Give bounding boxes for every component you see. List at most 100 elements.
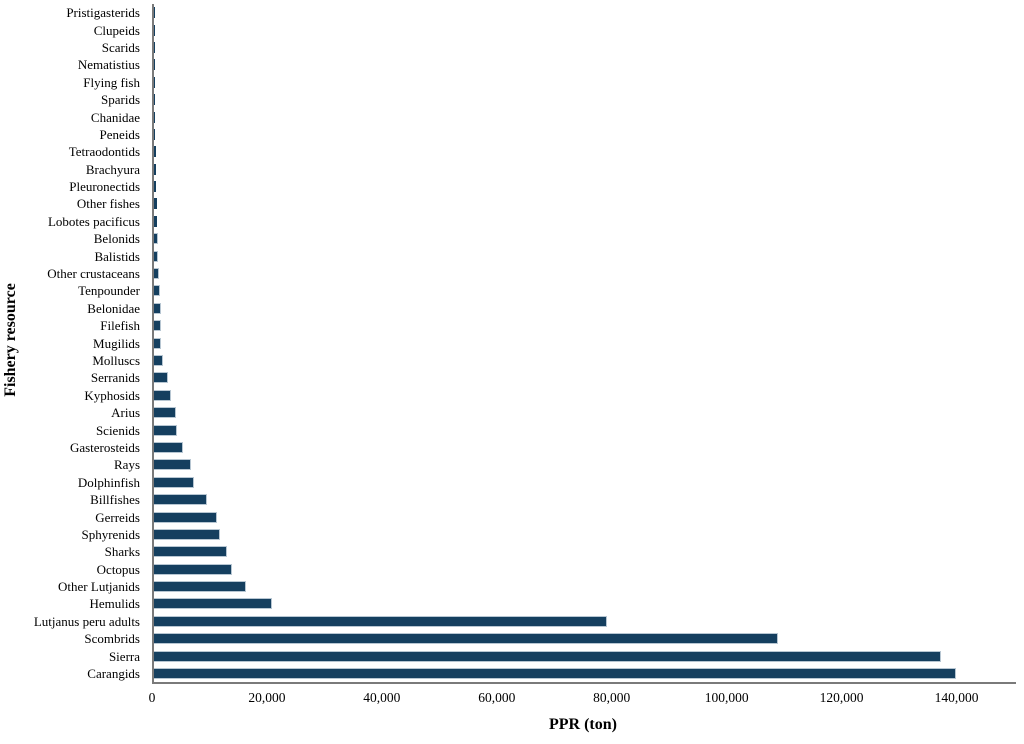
- bar: [154, 320, 161, 332]
- category-label: Pristigasterids: [66, 5, 140, 21]
- bar-row: [154, 369, 1016, 386]
- category-label: Hemulids: [89, 596, 140, 612]
- bar: [154, 24, 155, 36]
- category-label: Sharks: [104, 544, 140, 560]
- bar: [154, 598, 272, 610]
- bar-row: [154, 230, 1016, 247]
- bar-row: [154, 74, 1016, 91]
- bar: [154, 511, 218, 523]
- category-label-column: Pristigasterids Clupeids Scarids Nematistiu…: [0, 4, 146, 682]
- bar: [154, 615, 607, 627]
- x-tick-label: 0: [148, 690, 156, 705]
- bar: [154, 389, 171, 401]
- x-tick-label: 80,000: [593, 690, 631, 705]
- bar-row: [154, 543, 1016, 560]
- category-label: Filefish: [100, 318, 140, 334]
- bar-row: [154, 247, 1016, 264]
- bar: [154, 581, 246, 593]
- bar: [154, 268, 160, 280]
- bar: [154, 198, 157, 210]
- category-label: Serranids: [90, 370, 140, 386]
- bar-row: [154, 387, 1016, 404]
- category-label: Billfishes: [90, 492, 140, 508]
- category-label: Kyphosids: [84, 387, 140, 403]
- bar: [154, 337, 162, 349]
- x-axis-title: PPR (ton): [549, 716, 617, 733]
- bar-row: [154, 91, 1016, 108]
- category-label: Lutjanus peru adults: [33, 613, 140, 629]
- bar: [154, 76, 155, 88]
- x-tick-label: 40,000: [363, 690, 401, 705]
- x-tick-label: 20,000: [248, 690, 286, 705]
- category-label: Octopus: [96, 561, 140, 577]
- bar-row: [154, 508, 1016, 525]
- bar-row: [154, 526, 1016, 543]
- bar-row: [154, 161, 1016, 178]
- bar: [154, 146, 156, 158]
- category-label: Brachyura: [85, 161, 140, 177]
- category-label: Arius: [111, 405, 140, 421]
- category-label: Sphyrenids: [81, 526, 141, 542]
- category-label: Mugilids: [93, 335, 140, 351]
- bar-row: [154, 439, 1016, 456]
- category-label: Rays: [114, 457, 140, 473]
- bar: [154, 563, 233, 575]
- bar-row: [154, 143, 1016, 160]
- category-label: Other Lutjanids: [58, 579, 140, 595]
- bar: [154, 128, 156, 140]
- x-axis-tick-labels: 0 20,000 40,000 60,000 80,000 100,000 120,000 1…: [148, 690, 1014, 708]
- bar: [154, 528, 220, 540]
- bar: [154, 494, 207, 506]
- bar-row: [154, 108, 1016, 125]
- bar-row: [154, 474, 1016, 491]
- bar-row: [154, 126, 1016, 143]
- bar: [154, 233, 159, 245]
- bar: [154, 250, 159, 262]
- category-label: Carangids: [87, 666, 140, 682]
- x-tick-label: 140,000: [934, 690, 979, 705]
- bar: [154, 546, 227, 558]
- bar: [154, 407, 177, 419]
- bar: [154, 111, 155, 123]
- bar: [154, 668, 956, 680]
- bar: [154, 163, 157, 175]
- bar: [154, 372, 169, 384]
- category-label: Scombrids: [84, 631, 140, 647]
- bar-row: [154, 630, 1016, 647]
- category-label: Belonids: [93, 231, 140, 247]
- bar: [154, 7, 155, 19]
- bar: [154, 94, 155, 106]
- bar: [154, 41, 155, 53]
- bar-row: [154, 595, 1016, 612]
- bar-row: [154, 300, 1016, 317]
- category-label: Other fishes: [76, 196, 140, 212]
- bar-row: [154, 404, 1016, 421]
- bar-row: [154, 421, 1016, 438]
- bar-row: [154, 491, 1016, 508]
- x-tick-label: 60,000: [478, 690, 516, 705]
- bar-row: [154, 265, 1016, 282]
- bar-row: [154, 334, 1016, 351]
- bar: [154, 215, 158, 227]
- plot-area: [152, 4, 1016, 684]
- bar-row: [154, 352, 1016, 369]
- category-label: Dolphinfish: [77, 474, 140, 490]
- bar-row: [154, 21, 1016, 38]
- bar-row: [154, 213, 1016, 230]
- bar: [154, 633, 778, 645]
- category-label: Chanidae: [90, 109, 140, 125]
- category-label: Belonidae: [87, 300, 140, 316]
- bar: [154, 355, 163, 366]
- category-label: Gasterosteids: [69, 439, 140, 455]
- bar-row: [154, 456, 1016, 473]
- bar-row: [154, 578, 1016, 595]
- bar: [154, 302, 161, 314]
- category-label: Clupeids: [93, 22, 140, 38]
- category-label: Peneids: [99, 126, 140, 142]
- x-tick-label: 120,000: [819, 690, 864, 705]
- category-label: Flying fish: [83, 74, 140, 90]
- bar-row: [154, 39, 1016, 56]
- bar: [154, 650, 942, 662]
- x-tick-label: 100,000: [704, 690, 749, 705]
- bar: [154, 441, 184, 453]
